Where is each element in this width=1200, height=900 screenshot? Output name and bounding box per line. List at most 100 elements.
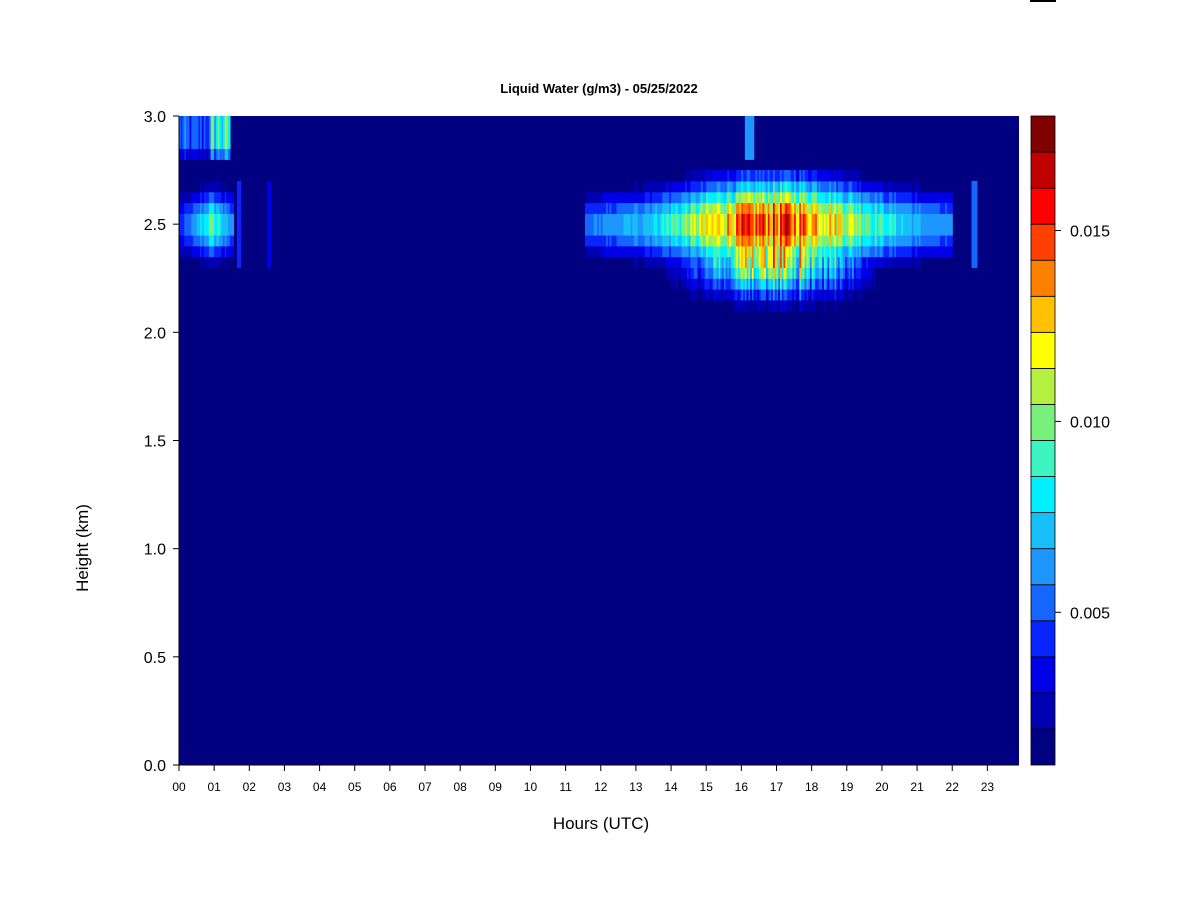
heatmap-cell (806, 234, 809, 247)
heatmap-cell (915, 224, 918, 236)
heatmap-cell (815, 267, 818, 279)
heatmap-cell (802, 267, 806, 279)
heatmap-cell (815, 234, 818, 247)
heatmap-cell (939, 191, 943, 204)
heatmap-cell (920, 180, 923, 193)
heatmap-cell (938, 213, 941, 225)
heatmap-cell (788, 278, 792, 290)
heatmap-cell (198, 234, 201, 247)
heatmap-cell (649, 170, 653, 182)
heatmap-cell (892, 202, 895, 214)
heatmap-cell (591, 224, 595, 236)
heatmap-cell (224, 148, 228, 160)
heatmap-cell (845, 289, 848, 301)
heatmap-cell (767, 267, 771, 279)
heatmap-cell (646, 267, 649, 279)
heatmap-cell (730, 202, 734, 214)
heatmap-cell (600, 234, 604, 247)
heatmap-cell (623, 213, 626, 225)
heatmap-cell (208, 116, 212, 128)
heatmap-cell (217, 202, 221, 214)
heatmap-cell (187, 126, 191, 139)
heatmap-cell (885, 213, 888, 225)
heatmap-cell (834, 299, 837, 312)
heatmap-cell (753, 245, 756, 258)
heatmap-cell (692, 191, 695, 204)
heatmap-cell (725, 191, 728, 204)
heatmap-cell (859, 267, 862, 279)
heatmap-cell (790, 278, 793, 290)
heatmap-cell (642, 202, 646, 214)
heatmap-cell (205, 256, 208, 269)
heatmap-cell (683, 224, 686, 236)
heatmap-cell (706, 191, 709, 204)
heatmap-cell (922, 191, 925, 204)
heatmap-cell (196, 224, 199, 236)
heatmap-cell (679, 213, 683, 225)
heatmap-cell (591, 180, 595, 193)
heatmap-cell (938, 245, 941, 258)
heatmap (179, 116, 978, 323)
heatmap-cell (755, 213, 758, 225)
heatmap-cell (679, 224, 683, 236)
heatmap-cell (595, 202, 598, 214)
heatmap-cell (895, 170, 899, 182)
heatmap-cell (729, 213, 732, 225)
heatmap-cell (221, 234, 224, 247)
heatmap-cell (864, 202, 867, 214)
heatmap-cell (597, 180, 600, 193)
heatmap-cell (198, 202, 201, 214)
heatmap-cell (678, 202, 681, 214)
heatmap-cell (816, 256, 820, 269)
heatmap-cell (193, 213, 196, 225)
heatmap-cell (217, 180, 221, 193)
heatmap-cell (873, 256, 876, 269)
heatmap-cell (736, 202, 739, 214)
heatmap-cell (665, 224, 669, 236)
heatmap-cell (714, 224, 718, 236)
heatmap-cell (597, 234, 600, 247)
heatmap-cell (720, 191, 723, 204)
heatmap-cell (718, 234, 721, 247)
heatmap-cell (229, 202, 233, 214)
heatmap-cell (806, 289, 809, 301)
heatmap-cell (212, 126, 215, 139)
heatmap-cell (674, 256, 677, 269)
heatmap-cell (975, 234, 978, 247)
heatmap-cell (219, 180, 222, 193)
heatmap-cell (228, 180, 231, 193)
heatmap-cell (672, 267, 676, 279)
heatmap-cell (646, 256, 649, 269)
heatmap-cell (266, 245, 270, 258)
heatmap-cell (818, 234, 822, 247)
heatmap-cell (641, 191, 644, 204)
heatmap-cell (189, 148, 192, 160)
heatmap-cell (790, 180, 793, 193)
heatmap-cell (778, 299, 781, 312)
heatmap-cell (846, 202, 850, 214)
heatmap-cell (946, 256, 950, 269)
heatmap-cell (676, 245, 679, 258)
heatmap-cell (908, 202, 911, 214)
heatmap-cell (764, 224, 767, 236)
heatmap-cell (929, 170, 932, 182)
heatmap-cell (804, 213, 807, 225)
heatmap-cell (695, 256, 699, 269)
heatmap-cell (189, 170, 192, 182)
heatmap-cell (859, 245, 862, 258)
heatmap-cell (692, 245, 695, 258)
heatmap-cell (182, 191, 185, 204)
heatmap-cell (203, 245, 206, 258)
heatmap-cell (845, 256, 848, 269)
heatmap-cell (911, 234, 915, 247)
heatmap-cell (741, 191, 744, 204)
heatmap-cell (179, 116, 182, 128)
heatmap-cell (683, 267, 686, 279)
heatmap-cell (699, 278, 702, 290)
heatmap-cell (845, 278, 848, 290)
heatmap-cell (857, 289, 860, 301)
heatmap-cell (713, 278, 716, 290)
heatmap-cell (852, 213, 855, 225)
heatmap-cell (834, 180, 837, 193)
heatmap-cell (266, 191, 270, 204)
